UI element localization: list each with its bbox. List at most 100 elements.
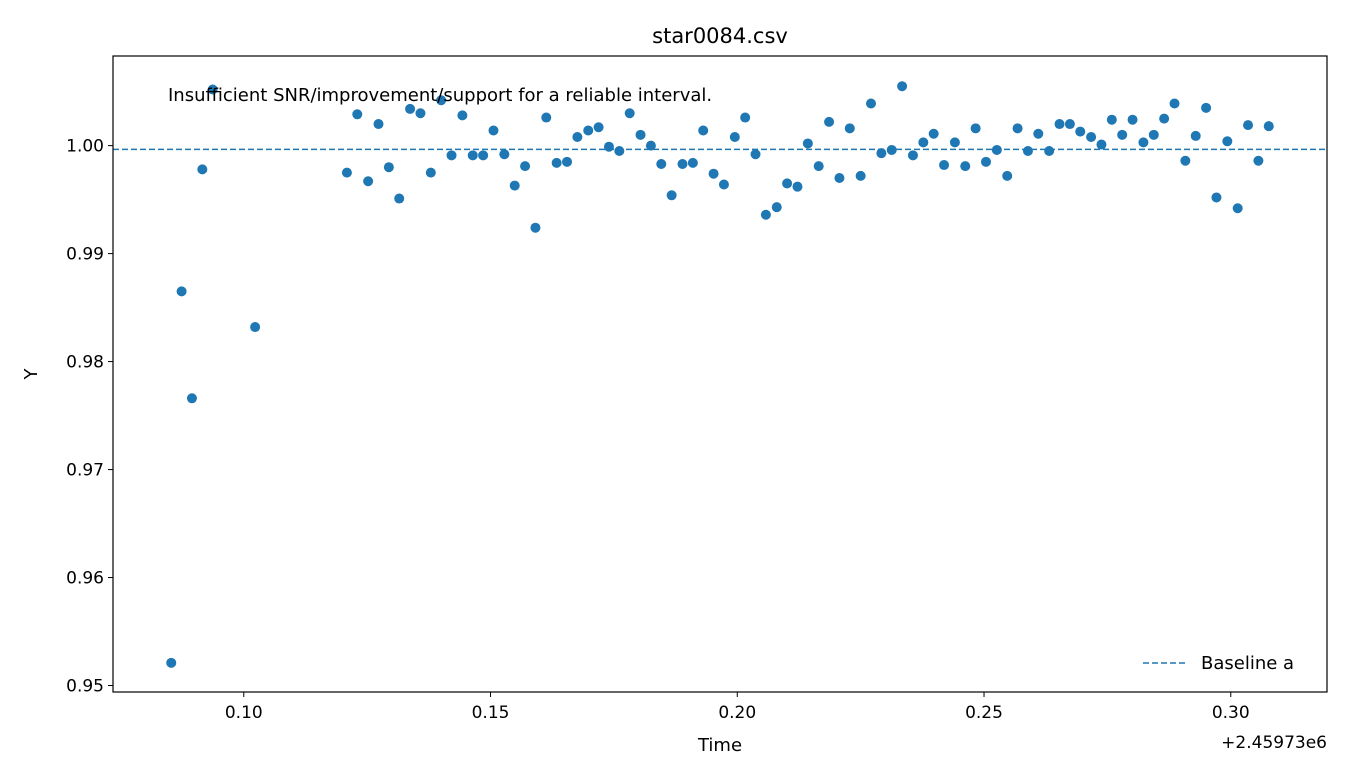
data-point <box>541 112 552 123</box>
annotation-text: Insufficient SNR/improvement/support for… <box>168 85 712 106</box>
data-point <box>834 173 845 184</box>
y-tick-label: 0.98 <box>66 353 104 373</box>
data-point <box>1169 98 1180 109</box>
data-point <box>624 108 635 119</box>
data-point <box>1243 120 1254 131</box>
data-point <box>718 179 729 190</box>
data-point <box>176 286 187 297</box>
data-point <box>1075 126 1086 137</box>
data-point <box>1201 102 1212 113</box>
data-point <box>750 149 761 160</box>
data-point <box>478 150 489 161</box>
data-point <box>509 180 520 191</box>
data-point <box>1211 192 1222 203</box>
legend: Baseline a <box>1143 653 1294 674</box>
x-tick-label: 0.10 <box>225 703 263 723</box>
y-tick-label: 0.96 <box>66 569 104 589</box>
data-point <box>792 181 803 192</box>
data-point <box>939 160 950 171</box>
data-point <box>844 123 855 134</box>
y-tick-label: 0.99 <box>66 245 104 265</box>
data-point <box>394 193 405 204</box>
data-point <box>1096 139 1107 150</box>
data-point <box>373 119 384 130</box>
data-point <box>1064 119 1075 130</box>
data-point <box>207 84 218 95</box>
x-tick-label: 0.25 <box>965 703 1003 723</box>
data-point <box>415 108 426 119</box>
data-point <box>446 150 457 161</box>
data-point <box>708 168 719 179</box>
data-point <box>488 125 499 136</box>
plot-frame <box>112 55 1328 693</box>
x-axis: 0.10 0.15 0.20 0.25 0.30 <box>225 692 1250 723</box>
data-point <box>1044 146 1055 157</box>
data-point <box>1190 130 1201 141</box>
data-point <box>960 161 971 172</box>
data-point <box>425 167 436 178</box>
data-point <box>970 123 981 134</box>
data-point <box>1022 146 1033 157</box>
data-point <box>656 158 667 169</box>
data-point <box>197 164 208 175</box>
data-point <box>1012 123 1023 134</box>
data-point <box>918 137 929 148</box>
data-point <box>1148 129 1159 140</box>
data-point <box>614 146 625 157</box>
y-tick-label: 1.00 <box>66 137 104 157</box>
data-point <box>405 103 416 114</box>
data-point <box>530 222 541 233</box>
x-axis-title: Time <box>697 735 742 756</box>
data-point <box>562 156 573 167</box>
data-point <box>1086 131 1097 142</box>
data-point <box>186 393 197 404</box>
data-point <box>436 95 447 106</box>
data-point <box>760 209 771 220</box>
data-point <box>1033 128 1044 139</box>
x-tick-label: 0.20 <box>718 703 756 723</box>
data-point <box>572 131 583 142</box>
data-point <box>980 156 991 167</box>
x-axis-offset-label: +2.45973e6 <box>1221 733 1327 753</box>
data-point <box>1180 155 1191 166</box>
data-point <box>949 137 960 148</box>
data-point <box>457 110 468 121</box>
data-point <box>1117 129 1128 140</box>
data-point <box>166 657 177 668</box>
data-point <box>813 161 824 172</box>
data-point <box>603 141 614 152</box>
data-point <box>771 202 782 213</box>
data-point <box>729 131 740 142</box>
data-point <box>1138 137 1149 148</box>
data-point <box>383 162 394 173</box>
data-point <box>551 157 562 168</box>
data-point <box>677 158 688 169</box>
data-point <box>520 161 531 172</box>
data-point <box>855 170 866 181</box>
data-point <box>1054 119 1065 130</box>
data-point <box>645 140 656 151</box>
data-point <box>1253 155 1264 166</box>
data-point <box>802 138 813 149</box>
data-point <box>1002 170 1013 181</box>
data-point <box>499 149 510 160</box>
data-point <box>250 322 261 333</box>
data-point <box>1159 113 1170 124</box>
y-tick-label: 0.97 <box>66 461 104 481</box>
data-points <box>166 81 1274 668</box>
data-point <box>740 112 751 123</box>
data-point <box>876 148 887 159</box>
data-point <box>866 98 877 109</box>
data-point <box>1222 136 1233 147</box>
data-point <box>897 81 908 92</box>
y-axis-title: Y <box>21 368 42 381</box>
data-point <box>341 167 352 178</box>
data-point <box>1232 203 1243 214</box>
x-tick-label: 0.15 <box>472 703 510 723</box>
chart-title: star0084.csv <box>652 24 788 48</box>
data-point <box>928 128 939 139</box>
data-point <box>583 125 594 136</box>
data-point <box>1106 114 1117 125</box>
